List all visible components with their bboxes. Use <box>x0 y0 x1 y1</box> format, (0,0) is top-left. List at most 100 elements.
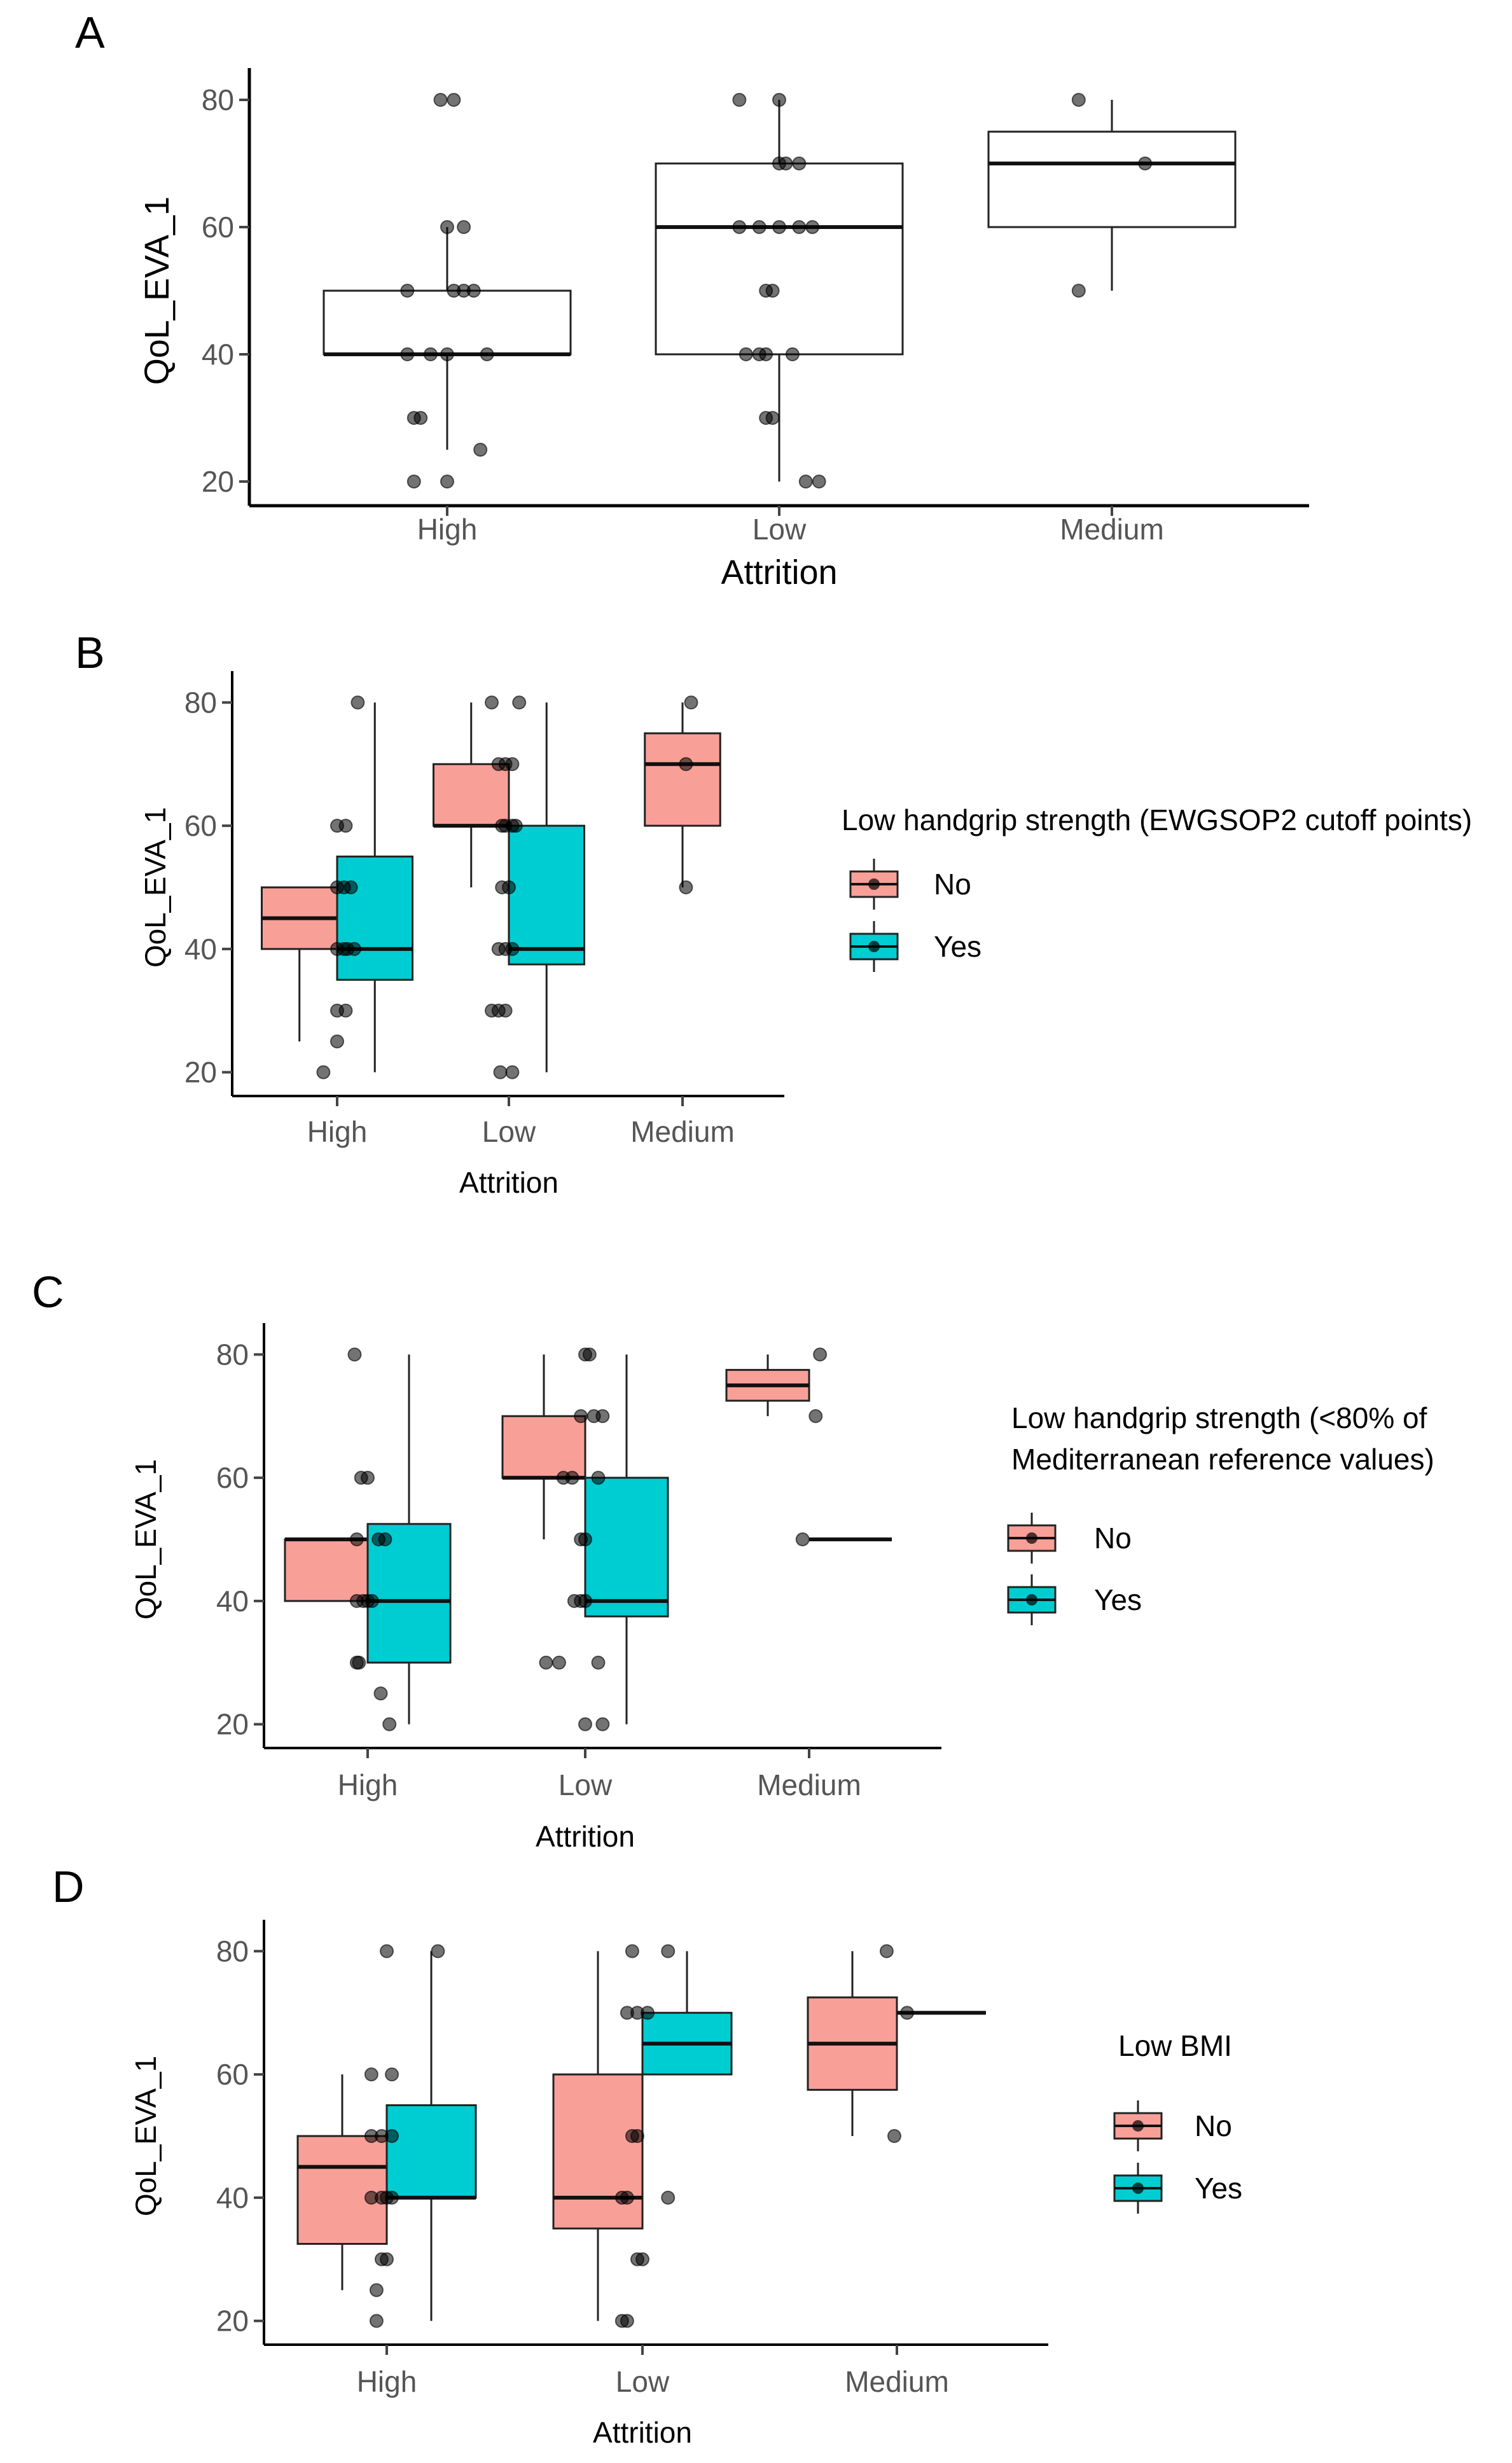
points-high <box>347 1347 397 1731</box>
points-low <box>485 695 527 1079</box>
y-tick-label: 40 <box>216 2181 249 2214</box>
data-point <box>505 757 520 772</box>
x-axis-title: Attrition <box>721 553 837 592</box>
legend-key-point <box>1026 1594 1037 1606</box>
y-axis-title: QoL_EVA_1 <box>138 197 176 385</box>
x-tick-label: High <box>357 2365 417 2398</box>
data-point <box>1071 284 1086 298</box>
data-point <box>684 695 698 710</box>
data-point <box>364 1593 379 1608</box>
data-point <box>641 2006 655 2020</box>
data-point <box>779 156 793 170</box>
y-tick-label: 60 <box>216 1461 249 1494</box>
legend-key-point <box>868 878 880 890</box>
legend-title-line-1: Low handgrip strength (<80% of <box>1011 1401 1427 1434</box>
data-point <box>661 1944 676 1959</box>
box-high-yes <box>366 1354 452 1724</box>
data-point <box>595 1717 610 1731</box>
data-point <box>505 941 520 956</box>
legend-label-no: No <box>1195 2109 1232 2142</box>
points-high <box>400 93 494 489</box>
data-point <box>739 347 753 361</box>
y-tick-label: 40 <box>216 1585 249 1618</box>
x-tick-label: Medium <box>757 1768 861 1801</box>
box-rect <box>655 162 904 356</box>
data-point <box>330 1034 344 1049</box>
box-rect <box>501 1415 586 1479</box>
panels: A 20 40 60 80 High Low Medium Attrition QoL_EVA_1… <box>32 8 1472 2449</box>
x-axis-title: Attrition <box>459 1166 558 1199</box>
data-point <box>352 1655 366 1670</box>
box-high-no <box>261 886 338 1042</box>
points-medium <box>879 1944 915 2143</box>
data-point <box>591 1471 606 1485</box>
legend-title-line-2: Mediterranean reference values) <box>1011 1443 1434 1476</box>
box-rect <box>644 732 721 827</box>
data-point <box>457 220 471 234</box>
panel-letter: C <box>32 1267 64 1317</box>
data-point <box>480 347 494 361</box>
data-point <box>498 1003 513 1018</box>
data-point <box>732 93 747 107</box>
y-tick-label: 40 <box>184 933 217 966</box>
data-point <box>485 695 499 710</box>
x-tick-label: High <box>417 513 478 546</box>
legend-key-no <box>1113 2100 1163 2151</box>
data-point <box>805 220 820 234</box>
data-point <box>620 2190 634 2205</box>
x-tick-label: Medium <box>1060 513 1164 546</box>
data-point <box>879 1944 894 1959</box>
box-high-yes <box>385 1951 477 2321</box>
data-point <box>431 1944 445 1959</box>
data-point <box>785 347 800 361</box>
data-point <box>385 2190 399 2205</box>
data-point <box>502 880 516 894</box>
legend-key-point <box>868 941 880 952</box>
panel-a: A 20 40 60 80 High Low Medium Attrition QoL_EVA_1 <box>75 8 1309 592</box>
y-tick-label: 20 <box>184 1056 217 1089</box>
data-point <box>591 1655 606 1670</box>
data-point <box>433 93 448 107</box>
data-point <box>1138 156 1153 170</box>
legend-label-no: No <box>1094 1522 1132 1555</box>
data-point <box>493 1065 508 1079</box>
data-point <box>349 1532 364 1546</box>
data-point <box>812 475 826 489</box>
legend-key-yes <box>1113 2163 1163 2214</box>
box-high-no <box>296 2074 388 2291</box>
data-point <box>385 2067 399 2082</box>
data-point <box>466 284 481 298</box>
data-point <box>512 695 527 710</box>
data-point <box>887 2129 901 2143</box>
data-point <box>752 220 766 234</box>
data-point <box>759 347 773 361</box>
legend-key-point <box>1132 2120 1144 2132</box>
legend: Low handgrip strength (EWGSOP2 cutoff po… <box>842 803 1472 972</box>
data-point <box>369 2314 384 2328</box>
legend-title: Low BMI <box>1118 2029 1232 2062</box>
data-point <box>551 1655 566 1670</box>
y-tick-label: 20 <box>216 1708 249 1741</box>
points-medium <box>795 1347 828 1546</box>
data-point <box>378 1532 392 1546</box>
legend-label-yes: Yes <box>1195 2172 1242 2205</box>
y-axis-title: QoL_EVA_1 <box>129 2056 162 2216</box>
points-low <box>732 93 826 489</box>
panel-d: D 20 40 60 80 High Low Medium Attrition QoL_EVA_1… <box>52 1862 1242 2449</box>
points-high <box>364 1944 445 2328</box>
panel-b: B 20 40 60 80 High Low Medium Attrition QoL_EVA_1… <box>75 628 1472 1199</box>
data-point <box>765 411 780 425</box>
y-tick-label: 20 <box>202 465 234 498</box>
data-point <box>578 1593 592 1608</box>
box-high-no <box>284 1537 369 1602</box>
data-point <box>765 284 780 298</box>
data-point <box>732 220 747 234</box>
data-point <box>400 347 415 361</box>
data-point <box>413 411 428 425</box>
data-point <box>620 2314 634 2328</box>
legend-key-yes <box>1007 1574 1057 1625</box>
data-point <box>400 284 415 298</box>
points-low <box>539 1347 610 1731</box>
legend-key-point <box>1026 1532 1037 1544</box>
